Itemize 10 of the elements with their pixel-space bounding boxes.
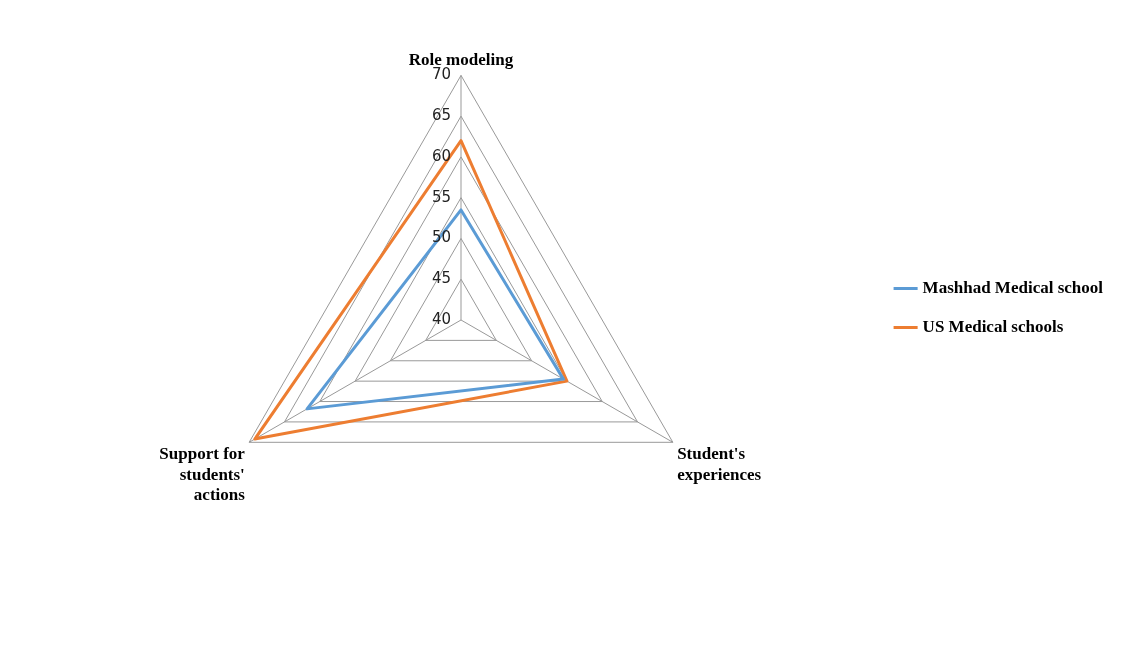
legend-label: Mashhad Medical school: [922, 277, 1104, 297]
y-tick-label: 65: [431, 106, 451, 125]
legend-label: US Medical schools: [922, 316, 1064, 336]
spoke-label: Support for students' actions: [159, 444, 246, 505]
y-tick-label: 45: [431, 269, 451, 288]
y-tick-label: 60: [431, 146, 451, 165]
y-tick-label: 55: [431, 187, 451, 206]
y-tick-label: 70: [431, 65, 451, 84]
spoke-label: Student's experiences: [677, 444, 762, 484]
y-tick-label: 40: [431, 309, 451, 328]
